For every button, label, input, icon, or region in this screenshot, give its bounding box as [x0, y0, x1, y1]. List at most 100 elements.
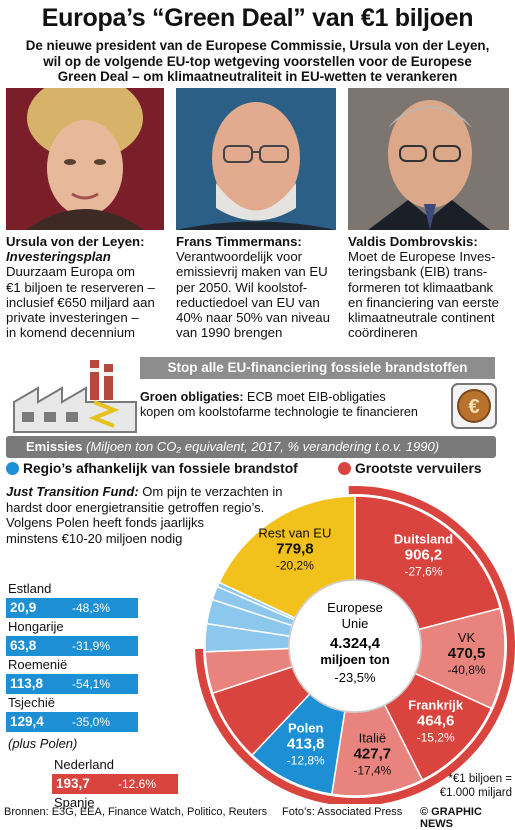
emissions-bar: Emissies (Miljoen ton CO₂ equivalent, 20… [6, 436, 496, 458]
person-line: per 2050. Wil koolstof- [176, 279, 308, 295]
subtitle: De nieuwe president van de Europese Comm… [6, 38, 509, 85]
other-value: 193,7 [56, 776, 90, 791]
svg-text:€: € [468, 396, 479, 418]
person-dombrovskis: Valdis Dombrovskis: Moet de Europese Inv… [348, 234, 513, 340]
donut-label-change: -20,2% [276, 558, 314, 572]
region-change: -31,9% [72, 639, 111, 653]
photo-von-der-leyen [6, 88, 164, 230]
green-bonds: Groen obligaties: ECB moet EIB-obligatie… [140, 390, 440, 420]
region-value-box: 63,8 -31,9% [6, 636, 138, 656]
jtf-line: hardst door energietransitie getroffen r… [6, 499, 265, 515]
footer-sources: Bronnen: E3G, EEA, Finance Watch, Politi… [4, 806, 268, 818]
person-line: reductiedoel van EU van [176, 294, 320, 310]
subtitle-line: Green Deal – om klimaatneutraliteit in E… [57, 69, 458, 84]
other-value-box: 193,7 -12.6% [52, 774, 178, 794]
person-line: klimaatneutrale continent [348, 310, 495, 326]
person-line: en financiering van eerste [348, 294, 500, 310]
factory-icon [10, 358, 140, 434]
person-line: Verantwoordelijk voor [176, 249, 303, 265]
subtitle-line: wil op de volgende EU-top wetgeving voor… [43, 53, 472, 69]
donut-label-value: 464,6 [417, 713, 455, 730]
person-line: van 1990 brengen [176, 325, 283, 341]
person-line: emissievrij maken van EU [176, 264, 328, 280]
jtf-label: Just Transition Fund: [6, 484, 139, 499]
footnote-line: €1.000 miljard [439, 787, 512, 799]
donut-label-change: -27,6% [405, 564, 443, 578]
regions-header: Regio’s afhankelijk van fossiele brandst… [6, 461, 298, 476]
footer-photos: Foto’s: Associated Press [282, 806, 403, 818]
other-change: -12.6% [118, 777, 157, 791]
person-line: Duurzaam Europa om [6, 264, 136, 280]
region-name: Estland [8, 581, 52, 596]
donut-label-change: -15,2% [417, 731, 455, 745]
regions-header-label: Regio’s afhankelijk van fossiele brandst… [23, 461, 298, 476]
donut-label-name: Polen [288, 721, 323, 736]
fossil-banner: Stop alle EU-financiering fossiele brand… [140, 357, 495, 379]
footer-credit: © GRAPHIC NEWS [420, 806, 482, 830]
region-change: -35,0% [72, 715, 111, 729]
center-unit: miljoen ton [320, 652, 389, 667]
green-bonds-line: kopen om koolstofarme technologie te fin… [140, 405, 418, 419]
person-line: in komend decennium [6, 325, 136, 341]
photo-timmermans [176, 88, 336, 230]
polluters-header: Grootste vervuilers [338, 461, 482, 476]
person-line: €1 biljoen te reserveren – [6, 279, 155, 295]
person-line: inclusief €650 miljard aan [6, 294, 155, 310]
other-name: Nederland [54, 757, 114, 772]
region-name: Roemenië [8, 657, 68, 672]
person-von-der-leyen: Ursula von der Leyen: Investeringsplan D… [6, 234, 171, 340]
donut-label-value: 470,5 [448, 645, 486, 662]
donut-label-name: Frankrijk [408, 698, 464, 713]
footnote: *€1 biljoen = €1.000 miljard [432, 772, 512, 800]
subtitle-line: De nieuwe president van de Europese Comm… [25, 38, 490, 53]
donut-label-name: Italië [359, 731, 386, 746]
donut-label-value: 906,2 [405, 546, 443, 563]
plus-poland: (plus Polen) [8, 736, 78, 751]
region-name: Tsjechië [8, 695, 55, 710]
donut-center [288, 579, 422, 713]
green-bonds-line: ECB moet EIB-obligaties [243, 390, 386, 404]
page-title: Europa’s “Green Deal” van €1 biljoen [41, 4, 474, 32]
donut-label-change: -12,8% [287, 754, 325, 768]
person-name: Frans Timmermans: [176, 234, 302, 249]
person-name: Valdis Dombrovskis: [348, 234, 478, 249]
jtf-line: Volgens Polen heeft fonds jaarlijks [6, 515, 205, 530]
person-timmermans: Frans Timmermans: Verantwoordelijk voor … [176, 234, 344, 340]
center-value: 4.324,4 [330, 635, 381, 652]
region-value: 113,8 [10, 676, 44, 691]
emissions-label: Emissies [26, 439, 83, 454]
red-dot-icon [338, 462, 351, 475]
donut-label-change: -17,4% [353, 764, 391, 778]
center-name-1: Europese [327, 600, 383, 615]
emissions-note: (Miljoen ton CO₂ equivalent, 2017, % ver… [86, 439, 440, 454]
polluters-header-label: Grootste vervuilers [355, 461, 482, 476]
center-name-2: Unie [342, 616, 369, 631]
region-value: 129,4 [10, 714, 44, 729]
donut-label-value: 413,8 [287, 736, 325, 753]
region-value: 20,9 [10, 600, 37, 615]
region-value-box: 20,9 -48,3% [6, 598, 138, 618]
blue-dot-icon [6, 462, 19, 475]
person-line: 40% naar 50% van niveau [176, 310, 330, 326]
person-line: Moet de Europese Inves- [348, 249, 496, 265]
person-line: teringsbank (EIB) trans- [348, 264, 488, 280]
donut-label-value: 779,8 [276, 540, 314, 557]
region-value: 63,8 [10, 638, 37, 653]
region-value-box: 129,4 -35,0% [6, 712, 138, 732]
jtf-line: Om pijn te verzachten in [138, 484, 283, 499]
emissions-donut-chart: Europese Unie 4.324,4 miljoen ton -23,5%… [195, 486, 515, 804]
jtf-text: Just Transition Fund: Om pijn te verzach… [6, 484, 306, 546]
jtf-line: minstens €10-20 miljoen nodig [6, 530, 183, 546]
center-change: -23,5% [334, 670, 376, 685]
person-line: coördineren [348, 325, 418, 341]
donut-label-name: Rest van EU [258, 525, 331, 540]
region-name: Hongarije [8, 619, 64, 634]
photo-dombrovskis [348, 88, 509, 230]
region-change: -48,3% [72, 601, 111, 615]
footnote-line: *€1 biljoen = [448, 773, 512, 785]
donut-label-change: -40,8% [448, 663, 486, 677]
green-bonds-label: Groen obligaties: [140, 390, 244, 404]
other-name: Spanje [54, 795, 95, 810]
person-line: Investeringsplan [6, 249, 111, 265]
donut-label-name: VK [458, 630, 476, 645]
